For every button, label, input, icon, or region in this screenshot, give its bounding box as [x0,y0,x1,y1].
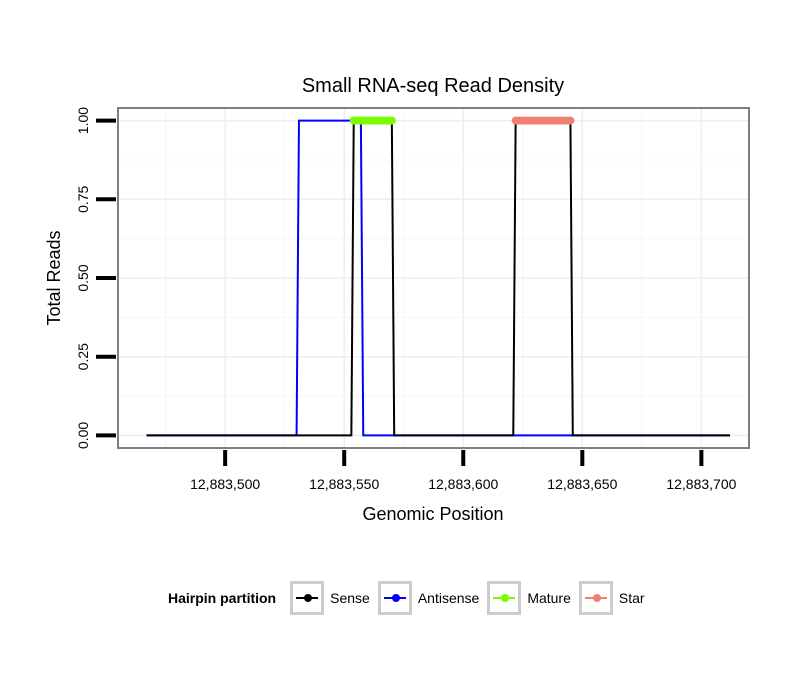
y-axis-label: Total Reads [44,230,64,325]
x-tick-label: 12,883,550 [309,476,379,492]
series-line-sense [146,119,730,437]
series-star [511,116,575,125]
star-point [566,116,575,125]
legend-key-mature [487,581,522,615]
x-axis-label: Genomic Position [362,504,503,524]
legend-title: Hairpin partition [168,590,277,606]
legend-item-mature: Mature [487,581,571,615]
y-axis: 0.00 0.25 0.50 0.75 1.00 [75,107,116,449]
x-tick-label: 12,883,600 [428,476,498,492]
x-tick-label: 12,883,650 [547,476,617,492]
y-tick-label: 0.50 [75,264,91,291]
y-tick-label: 0.00 [75,422,91,449]
legend-label-sense: Sense [330,590,370,606]
mature-point [387,116,396,125]
legend-item-antisense: Antisense [377,581,480,615]
legend-key-antisense [377,581,412,615]
legend-label-mature: Mature [527,590,571,606]
partition-markers [349,116,575,125]
x-axis: 12,883,500 12,883,550 12,883,600 12,883,650… [190,450,737,492]
plot-border [117,107,750,449]
legend-item-star: Star [578,581,645,615]
x-tick-label: 12,883,500 [190,476,260,492]
series-lines [146,119,730,437]
chart-title: Small RNA-seq Read Density [302,75,564,97]
legend-key-sense [290,581,325,615]
x-tick-label: 12,883,700 [666,476,736,492]
y-tick-label: 0.25 [75,343,91,370]
legend-key-star [578,581,613,615]
series-mature [349,116,396,125]
legend-item-sense: Sense [290,581,370,615]
y-tick-label: 1.00 [75,107,91,134]
y-tick-label: 0.75 [75,185,91,212]
legend-label-antisense: Antisense [417,590,480,606]
chart: Small RNA-seq Read Density 0.000.250.500… [44,75,750,524]
legend: Hairpin partition Sense Antisense Mature… [168,578,653,618]
legend-label-star: Star [618,590,645,606]
